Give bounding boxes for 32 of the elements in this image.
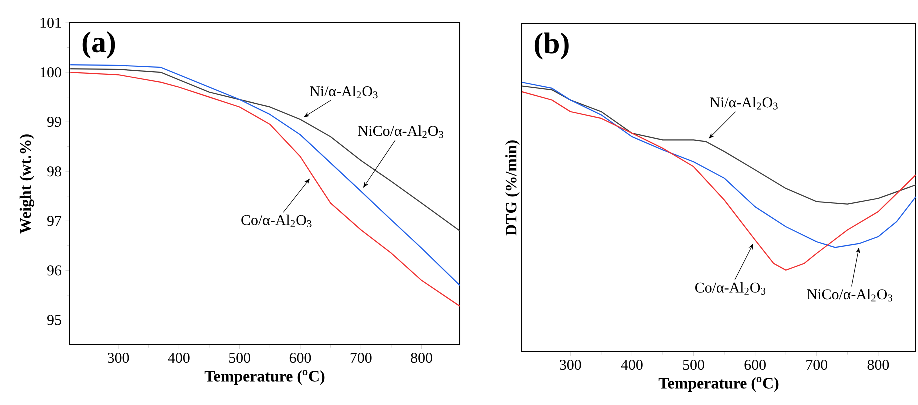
annotation: Ni/α-Al$_{2}$O$_{3}$ — [710, 97, 778, 110]
x-tick-label: 700 — [806, 360, 828, 370]
x-tick-label: 400 — [168, 353, 190, 364]
y-tick-label: 95 — [48, 315, 62, 326]
y-axis-title: Weight (wt.%) — [20, 134, 34, 234]
x-tick-label: 600 — [744, 360, 766, 370]
x-tick-label: 300 — [108, 353, 130, 364]
annotation: Co/α-Al$_{2}$O$_{3}$ — [242, 214, 312, 228]
x-tick-label: 500 — [230, 353, 250, 364]
y-tick-label: 101 — [40, 18, 62, 28]
annotation: Co/α-Al$_{2}$O$_{3}$ — [696, 282, 766, 295]
line-series — [70, 68, 461, 232]
x-tick-label: 500 — [683, 360, 704, 370]
y-tick-label: 97 — [48, 216, 62, 226]
text: (b) — [534, 32, 569, 60]
annotation: Ni/α-Al$_{2}$O$_{3}$ — [310, 86, 378, 99]
y-tick-label: 96 — [48, 266, 62, 276]
y-tick-label: 100 — [40, 67, 62, 78]
x-tick-label: 400 — [621, 360, 643, 370]
x-axis-title: Temperature ($^{o}$C) — [658, 377, 779, 392]
x-tick-label: 800 — [868, 360, 890, 370]
x-tick-label: 700 — [350, 353, 372, 364]
annotation: NiCo/α-Al$_{2}$O$_{3}$ — [358, 126, 444, 138]
x-axis-title: Temperature ($^{o}$C) — [204, 370, 325, 386]
x-tick-label: 600 — [290, 353, 312, 364]
annotation: (a) — [82, 32, 116, 59]
y-tick-label: 99 — [48, 117, 62, 128]
x-tick-label: 800 — [411, 353, 432, 364]
y-axis-title: DTG (%/min) — [506, 140, 520, 236]
y-tick-label: 98 — [48, 166, 62, 177]
annotation: NiCo/α-Al$_{2}$O$_{3}$ — [807, 289, 892, 302]
x-tick-label: 300 — [560, 360, 582, 370]
